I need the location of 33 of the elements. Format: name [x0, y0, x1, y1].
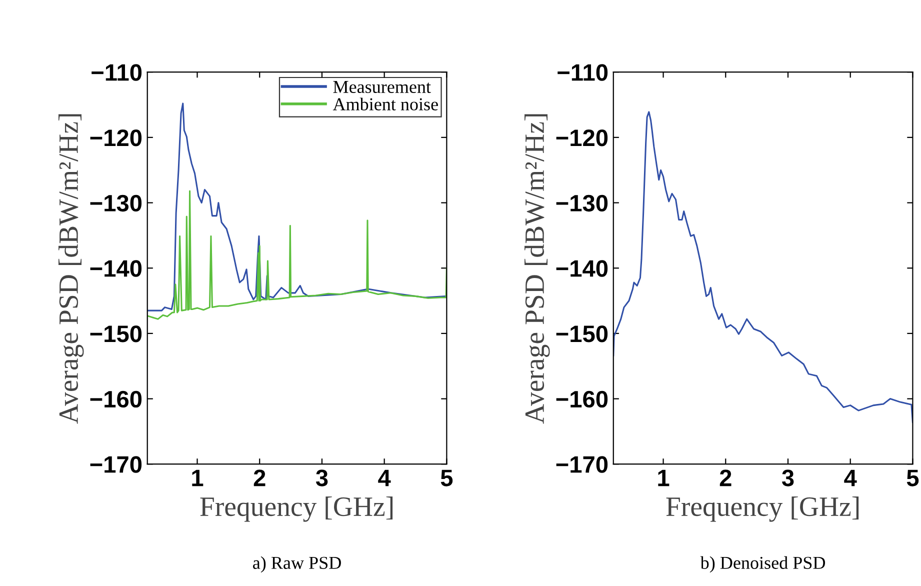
x-tick-label: 4: [844, 470, 857, 486]
x-axis-title: Frequency [GHz]: [200, 496, 393, 522]
text: a) Raw PSD: [253, 556, 341, 573]
text: b) Denoised PSD: [700, 556, 826, 573]
x-tick-label: 1: [658, 470, 670, 486]
y-tick-label: −110: [92, 64, 142, 81]
x-tick-label: 1: [192, 470, 204, 486]
y-tick-label: −110: [558, 64, 608, 81]
x-tick-label: 3: [782, 470, 794, 486]
x-tick-label: 2: [720, 470, 732, 486]
y-tick-label: −170: [556, 456, 608, 473]
y-axis-title: Average PSD [dBW/m²/Hz]: [58, 114, 84, 424]
line-series: [147, 190, 447, 320]
y-axis-title: Average PSD [dBW/m²/Hz]: [524, 114, 550, 424]
y-tick-label: −160: [556, 390, 608, 408]
y-tick-label: −150: [556, 326, 608, 342]
y-tick-label: −160: [90, 390, 142, 408]
y-tick-label: −130: [556, 194, 608, 212]
y-tick-label: −120: [90, 129, 142, 146]
y-tick-label: −140: [556, 260, 608, 277]
y-tick-label: −130: [90, 194, 142, 212]
legend-label: Measurement: [333, 81, 431, 94]
x-tick-label: 5: [440, 470, 453, 486]
y-tick-label: −140: [90, 260, 142, 277]
x-tick-label: 2: [254, 470, 266, 486]
x-tick-label: 4: [378, 470, 391, 486]
y-tick-label: −150: [90, 326, 142, 342]
y-tick-label: −120: [556, 129, 608, 146]
x-axis-title: Frequency [GHz]: [666, 496, 859, 522]
x-tick-label: 3: [316, 470, 328, 486]
y-tick-label: −170: [90, 456, 142, 473]
x-tick-label: 5: [906, 470, 919, 486]
legend-label: Ambient noise: [332, 98, 438, 110]
